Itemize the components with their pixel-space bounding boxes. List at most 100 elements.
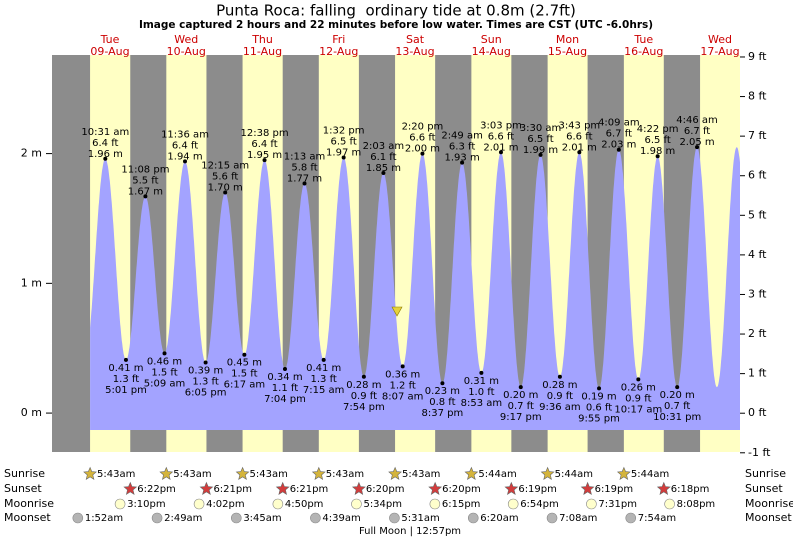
chart-subtitle: Image captured 2 hours and 22 minutes be… xyxy=(139,19,653,31)
tide-time: 3:30 am xyxy=(520,123,562,134)
tide-extreme xyxy=(400,364,405,369)
tide-m: 0.34 m xyxy=(267,372,302,383)
day-date: 12-Aug xyxy=(319,45,358,58)
sunset-icon xyxy=(504,481,519,495)
tide-ft: 0.8 ft xyxy=(429,397,455,408)
moonrise-icon xyxy=(193,498,205,510)
tide-m: 2.01 m xyxy=(562,142,597,153)
tide-extreme xyxy=(498,150,503,155)
moonrise-time: 3:10pm xyxy=(127,499,166,510)
sunset-time: 6:22pm xyxy=(137,484,176,495)
tide-ft: 5.5 ft xyxy=(132,175,158,186)
tide-time: 10:17 am xyxy=(614,404,662,415)
row-label: Moonrise xyxy=(4,497,54,510)
tide-ft: 5.6 ft xyxy=(212,172,238,183)
tide-ft: 6.4 ft xyxy=(92,138,118,149)
tide-extreme xyxy=(577,150,582,155)
tide-ft: 0.9 ft xyxy=(625,393,651,404)
moonset-time: 7:54am xyxy=(638,513,676,524)
day-weekday: Fri xyxy=(332,33,345,46)
tide-ft: 0.6 ft xyxy=(586,402,612,413)
tide-ft: 6.5 ft xyxy=(644,135,670,146)
row-label: Sunrise xyxy=(745,467,786,480)
tide-m: 0.19 m xyxy=(581,391,616,402)
tide-time: 7:04 pm xyxy=(264,394,306,405)
tide-m: 1.94 m xyxy=(167,151,202,162)
moonset-icon xyxy=(231,512,242,524)
day-date: 11-Aug xyxy=(243,45,282,58)
moonrise-time: 7:31pm xyxy=(598,499,637,510)
tide-ft: 6.5 ft xyxy=(330,136,356,147)
tide-ft: 1.5 ft xyxy=(231,369,257,380)
tide-time: 6:17 am xyxy=(224,380,266,391)
tide-ft: 1.1 ft xyxy=(272,383,298,394)
moonrise-icon xyxy=(507,498,519,510)
moonset-icon xyxy=(72,512,84,524)
tide-extreme xyxy=(479,370,484,375)
moonrise-icon xyxy=(586,498,597,510)
tide-m: 1.97 m xyxy=(326,147,361,158)
tide-m: 0.41 m xyxy=(108,363,143,374)
tide-m: 2.03 m xyxy=(601,140,636,151)
day-date: 10-Aug xyxy=(167,45,206,58)
moonset-time: 2:49am xyxy=(164,513,202,524)
tide-m: 1.96 m xyxy=(88,149,123,160)
moonset-icon xyxy=(151,512,163,524)
sunset-icon xyxy=(656,481,671,495)
tide-m: 0.23 m xyxy=(425,386,460,397)
moonset-time: 5:31am xyxy=(401,513,439,524)
sunrise-time: 5:43am xyxy=(250,469,288,480)
y2-tick-label: 4 ft xyxy=(748,248,767,261)
moonset-time: 4:39am xyxy=(322,513,360,524)
sunrise-time: 5:44am xyxy=(478,469,516,480)
moonrise-icon xyxy=(114,498,126,510)
tide-ft: 1.0 ft xyxy=(468,387,494,398)
tide-ft: 0.7 ft xyxy=(508,401,534,412)
sunrise-icon xyxy=(159,466,174,480)
night-band xyxy=(52,55,91,452)
tide-time: 10:31 am xyxy=(81,127,129,138)
tide-extreme xyxy=(557,374,562,379)
tide-time: 8:53 am xyxy=(461,398,503,409)
row-label: Moonrise xyxy=(745,497,793,510)
sunset-icon xyxy=(123,481,138,495)
tide-time: 11:08 pm xyxy=(121,164,169,175)
sunset-icon xyxy=(351,481,366,495)
tide-extreme xyxy=(143,194,148,199)
tide-time: 1:13 am xyxy=(284,151,326,162)
y-tick-label: 1 m xyxy=(21,276,42,289)
tide-ft: 6.7 ft xyxy=(684,126,710,137)
tide-ft: 1.3 ft xyxy=(113,374,139,385)
tide-time: 12:15 am xyxy=(201,161,249,172)
sunset-icon xyxy=(275,481,290,495)
row-label: Moonset xyxy=(4,511,51,524)
day-weekday: Tue xyxy=(633,33,653,46)
tide-time: 9:55 pm xyxy=(578,413,620,424)
y2-tick-label: 9 ft xyxy=(748,50,767,63)
tide-time: 4:46 am xyxy=(676,115,718,126)
day-weekday: Wed xyxy=(174,33,198,46)
y2-tick-label: 7 ft xyxy=(748,129,767,142)
tide-m: 1.99 m xyxy=(523,145,558,156)
tide-area xyxy=(90,147,741,430)
tide-m: 0.31 m xyxy=(464,376,499,387)
sunset-time: 6:20pm xyxy=(366,484,405,495)
moonrise-time: 8:08pm xyxy=(677,499,716,510)
tide-m: 1.93 m xyxy=(445,153,480,164)
tide-ft: 6.6 ft xyxy=(566,131,592,142)
moonrise-time: 4:50pm xyxy=(285,499,324,510)
tide-extreme xyxy=(420,151,425,156)
sunset-time: 6:19pm xyxy=(595,484,634,495)
tide-time: 4:09 am xyxy=(598,118,640,129)
tide-ft: 1.5 ft xyxy=(151,367,177,378)
sunrise-icon xyxy=(311,466,326,480)
tide-time: 2:49 am xyxy=(441,131,483,142)
day-weekday: Wed xyxy=(708,33,732,46)
tide-extreme xyxy=(321,357,326,362)
tide-extreme xyxy=(460,160,465,165)
tide-extreme xyxy=(302,181,307,186)
moonset-time: 6:20am xyxy=(480,513,518,524)
moonset-icon xyxy=(310,512,321,524)
sunrise-time: 5:43am xyxy=(402,469,440,480)
